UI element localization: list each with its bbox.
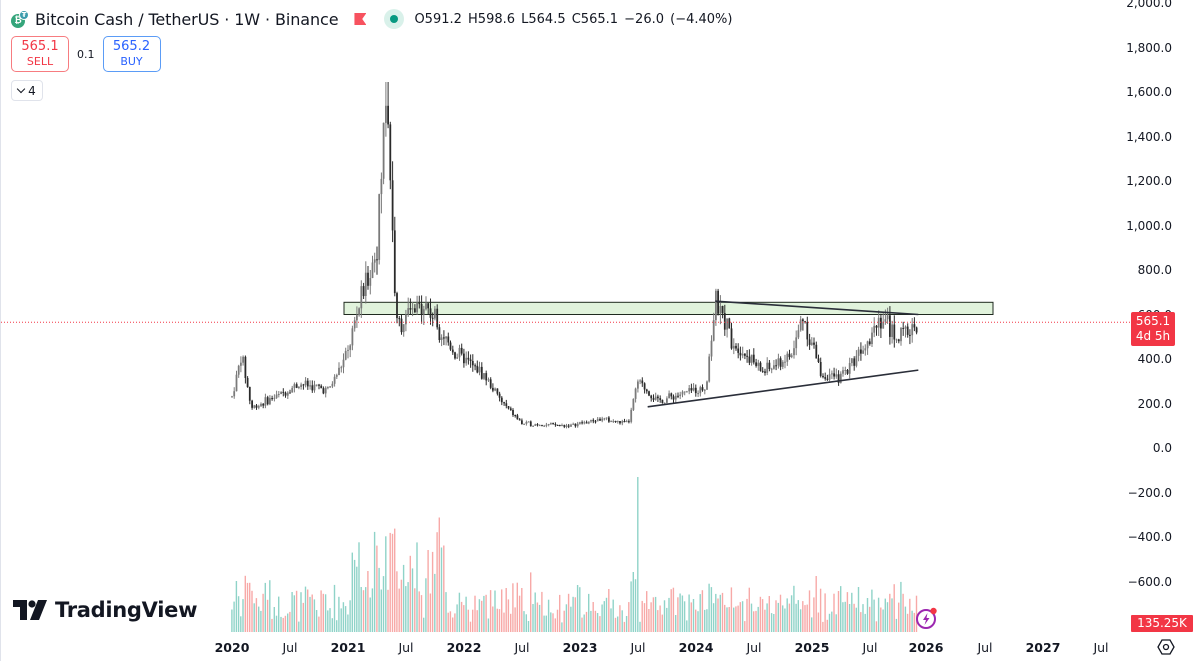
sell-price: 565.1 (21, 39, 59, 54)
lightning-alert-icon[interactable] (915, 606, 939, 630)
buy-label: BUY (120, 55, 143, 68)
spread-value: 0.1 (77, 47, 95, 61)
symbol-header: ₿ ₮ Bitcoin Cash / TetherUS · 1W · Binanc… (11, 6, 732, 32)
time-axis-label: Jul (1093, 640, 1109, 655)
time-axis-label: 2024 (678, 640, 714, 655)
time-axis-label: 2026 (908, 640, 944, 655)
volume-tag: 135.25K (1131, 615, 1193, 632)
symbol-title[interactable]: Bitcoin Cash / TetherUS · 1W · Binance (35, 9, 339, 29)
market-status-icon[interactable] (384, 9, 405, 29)
time-axis-label: 2027 (1025, 640, 1061, 655)
flag-icon[interactable] (354, 13, 367, 25)
bar-countdown: 4d 5h (1135, 329, 1171, 343)
ohlc-values: O591.2 H598.6 L564.5 C565.1 −26.0 (−4.40… (414, 11, 733, 27)
candles (231, 82, 918, 429)
buy-price: 565.2 (112, 39, 151, 54)
price-axis-label: 1,400.0 (1126, 129, 1172, 144)
price-axis-label: 0.0 (1152, 441, 1172, 455)
descending-trendline[interactable] (715, 300, 919, 316)
price-axis-label: −600.0 (1127, 574, 1172, 589)
time-axis-label: Jul (977, 640, 993, 655)
price-axis-label: 400.0 (1137, 352, 1172, 366)
price-axis-label: −200.0 (1127, 485, 1172, 500)
ascending-trendline[interactable] (647, 369, 919, 408)
indicators-count: 4 (28, 83, 36, 98)
price-axis-label: 1,600.0 (1126, 85, 1172, 99)
tradingview-logo[interactable]: TradingView (13, 598, 197, 622)
time-axis-label: 2022 (446, 640, 482, 655)
resistance-zone[interactable] (343, 301, 994, 315)
time-axis-label: 2021 (330, 640, 366, 655)
time-axis-label: 2020 (214, 640, 250, 655)
time-axis-label: 2023 (562, 640, 598, 655)
time-axis-label: Jul (862, 640, 878, 655)
price-axis-label: −400.0 (1127, 530, 1172, 544)
sell-label: SELL (26, 55, 54, 68)
time-axis-label: Jul (398, 640, 414, 655)
tradingview-logo-text: TradingView (55, 598, 198, 622)
bitcoin-cash-icon: ₿ ₮ (11, 10, 29, 28)
time-axis-label: Jul (514, 640, 530, 655)
price-axis-label: 1,800.0 (1126, 40, 1172, 55)
time-axis-label: Jul (630, 640, 646, 655)
price-axis-label: 2,000.0 (1126, 0, 1172, 10)
trade-panel: 565.1 SELL 0.1 565.2 BUY (11, 36, 161, 72)
time-axis-label: 2025 (794, 640, 830, 655)
indicators-collapse-button[interactable]: 4 (11, 80, 43, 101)
buy-button[interactable]: 565.2 BUY (102, 36, 161, 72)
tradingview-logo-icon (13, 600, 47, 620)
time-axis-label: Jul (282, 640, 298, 655)
price-axis-label: 800.0 (1137, 263, 1172, 277)
chevron-down-icon (16, 84, 26, 94)
time-axis-label: Jul (746, 640, 762, 655)
price-axis-label: 200.0 (1137, 396, 1172, 411)
sell-button[interactable]: 565.1 SELL (11, 36, 69, 72)
settings-icon[interactable] (1157, 638, 1175, 656)
current-price-tag: 565.1 4d 5h (1131, 312, 1175, 346)
price-axis-label: 1,200.0 (1126, 174, 1172, 188)
current-price: 565.1 (1135, 314, 1171, 328)
volume-bars (231, 477, 918, 632)
price-axis-label: 1,000.0 (1126, 218, 1172, 233)
